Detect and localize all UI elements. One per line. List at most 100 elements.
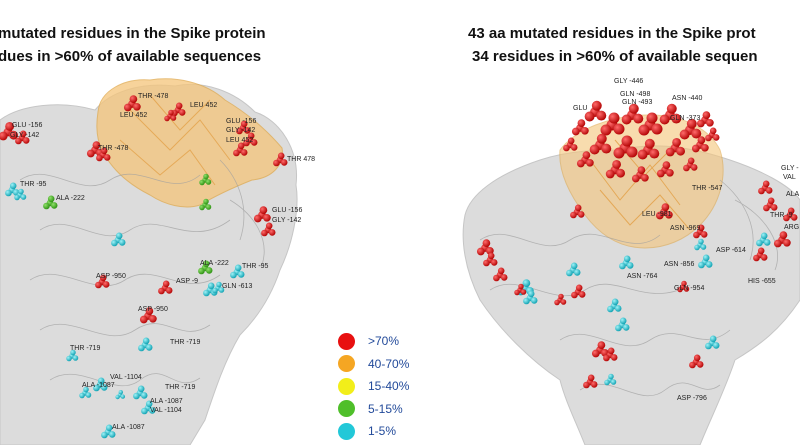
residue-label: ASP -796: [677, 395, 707, 402]
mutation-atom: [571, 127, 580, 136]
residue-label: THR -478: [138, 93, 168, 100]
mutation-atom: [79, 392, 85, 399]
mutation-atom: [712, 134, 720, 141]
mutation-atom: [554, 299, 560, 306]
mutation-atom: [662, 161, 671, 169]
mutation-atom: [487, 252, 495, 260]
mutation-atom: [243, 127, 251, 134]
legend-label: 1-5%: [368, 424, 397, 439]
residue-label: THR -9: [770, 212, 793, 219]
legend-swatch: [338, 400, 355, 418]
mutation-atom: [205, 267, 213, 274]
mutation-atom: [164, 115, 170, 122]
mutation-atom: [149, 314, 157, 323]
residue-label: GLN -613: [222, 283, 252, 290]
mutation-atom: [243, 139, 250, 147]
residue-label: ASP -950: [138, 306, 168, 313]
legend-item: 40-70%: [338, 353, 458, 376]
mutation-atom: [97, 377, 105, 385]
mutation-atom: [522, 279, 531, 287]
mutation-atom: [118, 390, 124, 395]
mutation-atom: [205, 204, 212, 210]
mutation-atom: [574, 204, 582, 212]
mutation-atom: [644, 138, 655, 149]
mutation-atom: [50, 202, 58, 209]
legend-swatch: [338, 332, 355, 350]
mutation-atom: [218, 287, 225, 293]
legend-swatch: [338, 355, 355, 373]
mutation-atom: [590, 381, 598, 388]
mutation-atom: [587, 374, 595, 382]
residue-label: LEU 452: [226, 137, 253, 144]
mutation-atom: [577, 119, 586, 127]
mutation-atom: [762, 180, 770, 188]
residue-label: LEU -981: [642, 211, 672, 218]
left-ribbon-strands: [19, 159, 265, 387]
mutation-atom: [145, 344, 153, 351]
mutation-atom: [523, 297, 530, 305]
mutation-atom: [9, 182, 17, 190]
mutation-atom: [697, 136, 706, 144]
mutation-atom: [656, 169, 665, 178]
mutation-atom: [247, 132, 255, 140]
mutation-atom: [691, 144, 700, 153]
left-residue-labels: THR -478 LEU 452 LEU 452 GLU -156 GLY -1…: [10, 93, 315, 431]
right-title-line-2: 34 residues in >60% of available sequen: [472, 48, 758, 65]
mutation-atom: [123, 103, 132, 112]
mutation-atom: [530, 297, 538, 304]
legend-item: 1-5%: [338, 420, 458, 443]
mutation-atom: [694, 244, 700, 251]
mutation-atom: [626, 146, 638, 158]
mutation-atom: [570, 211, 577, 219]
mutation-atom: [14, 194, 20, 201]
mutation-atom: [5, 189, 12, 197]
mutation-atom: [600, 124, 612, 136]
mutation-atom: [145, 307, 154, 315]
mutation-atom: [86, 149, 95, 158]
mutation-atom: [230, 271, 237, 279]
mutation-atom: [5, 122, 14, 131]
left-orange-strands: [119, 94, 231, 186]
mutation-atom: [490, 259, 498, 266]
mutation-atom: [693, 231, 700, 239]
mutation-atom: [596, 133, 607, 144]
mutation-atom: [514, 289, 520, 296]
mutation-atom: [259, 206, 268, 214]
mutation-atom: [22, 137, 30, 144]
residue-label: ASP -614: [716, 247, 746, 254]
mutation-atom: [790, 214, 798, 221]
mutation-atom: [612, 160, 621, 169]
mutation-atom: [705, 342, 712, 350]
residue-label: GLN -373: [670, 115, 700, 122]
mutation-atom: [571, 291, 578, 299]
mutation-atom: [666, 168, 674, 177]
residue-label: ASN -440: [672, 95, 702, 102]
residue-label: HIS -655: [748, 278, 776, 285]
legend-label: 40-70%: [368, 356, 410, 371]
mutation-atom: [641, 173, 649, 182]
mutation-atom: [615, 324, 622, 332]
mutation-atom: [493, 274, 500, 282]
mutation-atom: [102, 281, 110, 288]
mutation-atom: [586, 158, 594, 167]
left-title-line-2: dues in >60% of available sequences: [0, 48, 262, 65]
mutation-atom: [577, 211, 585, 218]
mutation-atom: [631, 174, 640, 183]
mutation-atom: [689, 361, 696, 369]
mutation-atom: [9, 130, 18, 140]
mutation-atom: [591, 349, 600, 358]
mutation-atom: [168, 109, 174, 116]
mutation-atom: [605, 169, 615, 179]
mutation-atom: [133, 392, 140, 400]
mutation-atom: [85, 392, 92, 398]
mutation-atom: [613, 147, 625, 159]
mutation-atom: [783, 214, 790, 222]
mutation-atom: [679, 129, 690, 140]
mutation-atom: [623, 255, 631, 263]
mutation-atom: [649, 148, 660, 159]
mutation-atom: [760, 232, 768, 240]
mutation-atom: [763, 239, 771, 246]
residue-label: THR -719: [70, 345, 100, 352]
residue-label: VAL -1104: [110, 374, 142, 381]
